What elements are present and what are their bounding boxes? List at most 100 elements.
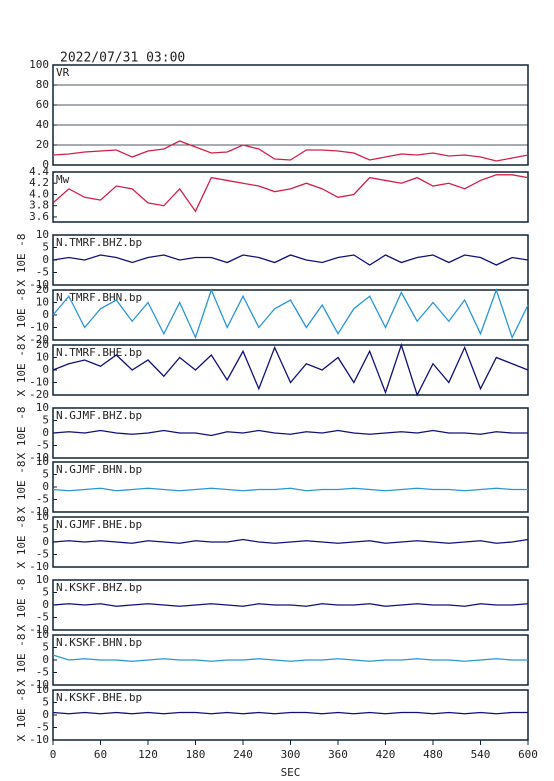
y-tick-label: 5 (42, 241, 49, 254)
y-tick-label: 10 (36, 628, 49, 641)
waveform (52, 603, 529, 607)
x-tick-label: 600 (518, 748, 538, 761)
x-axis-label: SEC (281, 766, 301, 779)
y-tick-label: 0 (42, 253, 49, 266)
x-tick-label: 300 (281, 748, 301, 761)
x-tick-label: 420 (376, 748, 396, 761)
panel-frame (52, 289, 529, 341)
y-tick-label: 5 (42, 468, 49, 481)
x-tick-label: 120 (138, 748, 158, 761)
waveform (52, 538, 529, 544)
y-tick-label: 0 (42, 426, 49, 439)
y-tick-label: -10 (29, 278, 49, 291)
y-tick-label: -5 (36, 611, 49, 624)
waveform (52, 429, 528, 437)
waveform (52, 254, 529, 266)
y-tick-label: -5 (36, 721, 49, 734)
y-tick-label: -10 (29, 451, 49, 464)
y-axis-label: X 10E -8 (15, 234, 28, 287)
y-tick-label: -10 (29, 678, 49, 691)
waveform (52, 288, 529, 340)
panel-label: N.TMRF.BHE.bp (56, 346, 142, 359)
y-tick-label: -10 (29, 505, 49, 518)
y-tick-label: 5 (42, 414, 49, 427)
x-tick-label: 60 (94, 748, 107, 761)
y-axis-label: X 10E -8 (15, 461, 28, 514)
y-tick-label: 60 (36, 98, 49, 111)
y-tick-label: 10 (36, 573, 49, 586)
y-tick-label: 80 (36, 78, 49, 91)
panel-label: Mw (56, 173, 70, 186)
y-tick-label: 4.4 (29, 165, 49, 178)
y-axis-label: X 10E -8 (15, 634, 28, 687)
panel-frame (52, 64, 529, 166)
y-tick-label: -10 (29, 733, 49, 746)
y-tick-label: 40 (36, 118, 49, 131)
y-tick-label: 0 (42, 480, 49, 493)
x-tick-label: 540 (471, 748, 491, 761)
waveform (52, 487, 528, 492)
y-tick-label: -5 (36, 493, 49, 506)
y-tick-label: 10 (36, 683, 49, 696)
y-tick-label: 20 (36, 138, 49, 151)
panel-frame (52, 689, 529, 741)
waveform (52, 140, 529, 162)
y-tick-label: 5 (42, 523, 49, 536)
y-tick-label: -20 (29, 388, 49, 401)
y-tick-label: -5 (36, 439, 49, 452)
y-tick-label: 10 (36, 296, 49, 309)
y-tick-label: 5 (42, 586, 49, 599)
y-tick-label: 10 (36, 351, 49, 364)
panel-frame (52, 171, 529, 223)
y-tick-label: 5 (42, 696, 49, 709)
y-tick-label: 0 (42, 708, 49, 721)
y-tick-label: -10 (29, 376, 49, 389)
y-tick-label: -5 (36, 548, 49, 561)
y-tick-label: -10 (29, 560, 49, 573)
y-tick-label: 100 (29, 58, 49, 71)
y-tick-label: 10 (36, 455, 49, 468)
panel-label: N.KSKF.BHN.bp (56, 636, 142, 649)
panel-label: N.GJMF.BHN.bp (56, 463, 142, 476)
panel-label: VR (56, 66, 70, 79)
y-tick-label: 20 (36, 338, 49, 351)
y-tick-label: 3.8 (29, 199, 49, 212)
panel-frame (52, 461, 529, 513)
y-tick-label: 0 (42, 363, 49, 376)
x-tick-label: 180 (186, 748, 206, 761)
panel-frame (52, 234, 529, 286)
waveform (52, 174, 529, 213)
y-axis-label: X 10E -8 (15, 579, 28, 632)
y-tick-label: 5 (42, 641, 49, 654)
x-tick-label: 0 (50, 748, 57, 761)
y-tick-label: -5 (36, 266, 49, 279)
waveform (52, 654, 528, 662)
x-tick-label: 360 (328, 748, 348, 761)
x-tick-label: 240 (233, 748, 253, 761)
y-tick-label: 0 (42, 653, 49, 666)
chart-title: 2022/07/31 03:00 (60, 51, 185, 66)
y-axis-label: X 10E -8 (15, 289, 28, 342)
panel-label: N.GJMF.BHZ.bp (56, 409, 142, 422)
panel-label: N.KSKF.BHZ.bp (56, 581, 142, 594)
y-tick-label: 10 (36, 228, 49, 241)
y-tick-label: 0 (42, 535, 49, 548)
y-tick-label: 4.2 (29, 176, 49, 189)
y-tick-label: 4.0 (29, 187, 49, 200)
y-axis-label: X 10E -8 (15, 407, 28, 460)
y-tick-label: -5 (36, 666, 49, 679)
y-tick-label: 0 (42, 308, 49, 321)
y-tick-label: -20 (29, 333, 49, 346)
y-tick-label: 0 (42, 598, 49, 611)
y-axis-label: X 10E -8 (15, 344, 28, 397)
y-tick-label: 10 (36, 401, 49, 414)
panel-label: N.GJMF.BHE.bp (56, 518, 142, 531)
y-tick-label: -10 (29, 623, 49, 636)
panel-label: N.KSKF.BHE.bp (56, 691, 142, 704)
y-axis-label: X 10E -8 (15, 689, 28, 742)
panel-label: N.TMRF.BHZ.bp (56, 236, 142, 249)
panel-label: N.TMRF.BHN.bp (56, 291, 142, 304)
y-tick-label: 10 (36, 510, 49, 523)
x-tick-label: 480 (423, 748, 443, 761)
